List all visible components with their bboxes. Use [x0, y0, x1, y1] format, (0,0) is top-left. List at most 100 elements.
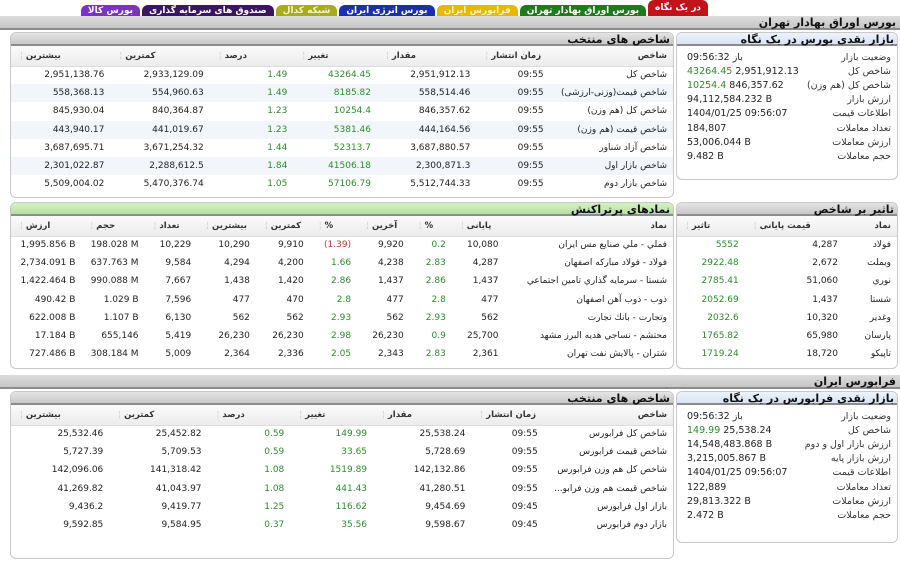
table-row[interactable]: 5552 4,287 فولاد — [677, 236, 897, 254]
row-name[interactable]: شاخص قیمت (هم وزن) — [549, 120, 673, 139]
row-name[interactable]: ذوب - ذوب آهن اصفهان — [576, 294, 667, 305]
column-header[interactable]: کمترین¦ — [109, 405, 208, 426]
column-header[interactable]: شاخص — [543, 405, 673, 426]
tab-4[interactable]: شبکه کدال — [275, 5, 338, 19]
table-row[interactable]: 9,592.85 9,584.95 0.37 35.56 9,598.67 09:45 با… — [11, 516, 673, 534]
tab-6[interactable]: بورس کالا — [80, 5, 140, 19]
row-name[interactable]: فملي - ملي صنايع مس ايران — [558, 240, 667, 251]
cell: 9,910 — [277, 240, 304, 251]
row-name[interactable]: بازار دوم فرابورس — [596, 520, 667, 531]
table-row[interactable]: 490.42 B 1.029 B 7,596 477 470 2.8 477 2.8 477 ذو… — [11, 291, 673, 309]
column-header[interactable]: درصد¦ — [207, 405, 291, 426]
table-row[interactable]: 2,301,022.87 2,288,612.5 1.84 41506.18 2,300… — [11, 156, 673, 176]
column-header[interactable]: نماد — [504, 216, 673, 237]
table-row[interactable]: 1,422.464 B 990.088 M 7,667 1,438 1,420 2.86 1… — [11, 272, 673, 290]
table-row[interactable]: 2052.69 1,437 شستا — [677, 291, 897, 309]
column-header[interactable]: بیشترین¦ — [11, 46, 111, 67]
column-header[interactable]: درصد¦ — [209, 46, 294, 67]
row-name[interactable]: نوري — [872, 276, 891, 287]
column-header[interactable]: تغییر¦ — [290, 405, 374, 426]
tab-3[interactable]: بورس انرژی ایران — [339, 5, 435, 19]
row-name[interactable]: شستا — [869, 294, 891, 305]
table-row[interactable]: 845,930.04 840,364.87 1.23 10254.4 846,357.6… — [11, 102, 673, 120]
tab-2[interactable]: فرابورس ایران — [436, 5, 518, 19]
table-row[interactable]: 5,727.39 5,709.53 0.59 33.65 5,728.69 09:55 شا… — [11, 443, 673, 461]
tab-0[interactable]: در یک نگاه — [648, 0, 708, 17]
column-header[interactable]: بیشترین¦ — [197, 216, 256, 237]
column-header[interactable]: تاثیر¦ — [677, 216, 745, 237]
row-name[interactable]: شاخص قیمت هم وزن فرابو... — [554, 483, 667, 494]
table-row[interactable]: 2,734.091 B 637.763 M 9,584 4,294 4,200 1.66 4… — [11, 254, 673, 272]
row-name[interactable]: شاخص قیمت فرابورس — [579, 447, 667, 458]
row-name[interactable]: فولاد — [872, 240, 891, 251]
column-header[interactable]: %¦ — [409, 216, 452, 237]
ifb-indices-panel: شاخص های منتخب بیشترین¦ کمترین¦ درصد¦ تغییر… — [10, 391, 674, 559]
column-header[interactable]: کمترین¦ — [110, 46, 210, 67]
table-row[interactable]: 2785.41 51,060 نوري — [677, 272, 897, 290]
column-header[interactable]: حجم¦ — [81, 216, 145, 237]
column-header[interactable]: نماد — [844, 216, 897, 237]
table-row[interactable]: 142,096.06 141,318.42 1.08 1519.89 142,132.8… — [11, 461, 673, 479]
row-name[interactable]: شتران - پالايش نفت تهران — [566, 349, 667, 360]
table-row[interactable]: 41,269.82 41,043.97 1.08 441.43 41,280.51 09:… — [11, 480, 673, 498]
column-header[interactable]: آخرین¦ — [357, 216, 410, 237]
row-name[interactable]: محتشم - نساجي هديه البرز مشهد — [539, 331, 667, 342]
tab-5[interactable]: صندوق های سرمایه گذاری — [141, 5, 274, 19]
cell: 1719.24 — [701, 349, 739, 360]
glance-row: ارزش بازار پایه 3,215,005.867 B — [683, 452, 891, 466]
column-header[interactable]: شاخص — [549, 46, 673, 67]
row-name[interactable]: شستا - سرمايه گذاري تامين اجتماعي — [526, 276, 667, 287]
column-header[interactable]: زمان انتشار¦ — [471, 405, 544, 426]
row-name[interactable]: شاخص آزاد شناور — [599, 142, 667, 153]
table-row[interactable]: 443,940.17 441,019.67 1.23 5381.46 444,164.5… — [11, 120, 673, 139]
row-name[interactable]: شاخص قیمت(وزنی-ارزشی) — [549, 84, 673, 103]
row-name[interactable]: فولاد - فولاد مباركه اصفهان — [564, 258, 667, 269]
table-row[interactable]: 17.184 B 655,146 5,419 26,230 26,230 2.98 26,2… — [11, 327, 673, 345]
tab-1[interactable]: بورس اوراق بهادار تهران — [519, 5, 647, 19]
row-name[interactable]: شاخص کل هم وزن فرابورس — [557, 465, 667, 476]
row-name[interactable]: بازار اول فرابورس — [597, 501, 667, 512]
column-header[interactable]: پایانی¦ — [451, 216, 505, 237]
glance-value: 149.99 25,538.24 — [683, 425, 801, 436]
row-name[interactable]: وبملت — [867, 258, 891, 269]
column-header[interactable]: بیشترین¦ — [11, 405, 110, 426]
column-header[interactable]: مقدار¦ — [377, 46, 477, 67]
table-row[interactable]: 25,532.46 25,452.82 0.59 149.99 25,538.24 09:… — [11, 425, 673, 443]
glance-label: شاخص کل — [847, 424, 891, 436]
ifb-indices-title: شاخص های منتخب — [11, 392, 673, 405]
row-name[interactable]: وغدير — [869, 312, 891, 323]
table-row[interactable]: 2,951,138.76 2,933,129.09 1.49 43264.45 2,95… — [11, 66, 673, 84]
table-row[interactable]: 2032.6 10,320 وغدير — [677, 309, 897, 327]
row-name[interactable]: شاخص بازار اول — [549, 156, 673, 176]
column-header[interactable]: تعداد¦ — [144, 216, 198, 237]
table-row[interactable]: 9,436.2 9,419.77 1.25 116.62 9,454.69 09:45 با… — [11, 498, 673, 516]
table-row[interactable]: 1719.24 18,720 تاپیکو — [677, 345, 897, 363]
column-header[interactable]: زمان انتشار¦ — [476, 46, 550, 67]
row-name[interactable]: شاخص بازار دوم — [604, 179, 667, 190]
row-name[interactable]: تاپیکو — [870, 349, 891, 360]
column-header[interactable]: کمترین¦ — [255, 216, 310, 237]
table-row[interactable]: 3,687,695.71 3,671,254.32 1.44 52313.7 3,687… — [11, 139, 673, 157]
row-name[interactable]: شاخص کل — [626, 70, 667, 81]
column-separator: ¦ — [264, 220, 268, 231]
row-name[interactable]: پارسان — [864, 331, 892, 342]
column-header[interactable]: تغییر¦ — [293, 46, 377, 67]
column-header[interactable]: مقدار¦ — [373, 405, 472, 426]
column-header[interactable]: قیمت پایانی¦ — [744, 216, 844, 237]
row-name[interactable]: شاخص کل (هم وزن) — [587, 106, 667, 117]
table-row[interactable]: 558,368.13 554,960.63 1.49 8185.82 558,514.4… — [11, 84, 673, 103]
column-header[interactable]: %¦ — [309, 216, 358, 237]
table-row[interactable]: 727.486 B 308.184 M 5,009 2,364 2,336 2.05 2,3… — [11, 345, 673, 363]
cell: 26,230 — [372, 331, 404, 342]
table-row[interactable]: 2922.48 2,672 وبملت — [677, 254, 897, 272]
row-name[interactable]: وتجارت - بانك تجارت — [587, 312, 667, 323]
column-separator: ¦ — [480, 409, 484, 420]
tse-impact-title: تاثیر بر شاخص — [677, 203, 897, 216]
cell: 2,300,871.3 — [377, 156, 477, 176]
row-name[interactable]: شاخص کل فرابورس — [589, 429, 667, 440]
column-header[interactable]: ارزش¦ — [11, 216, 82, 237]
table-row[interactable]: 5,509,004.02 5,470,376.74 1.05 57106.79 5,51… — [11, 175, 673, 193]
table-row[interactable]: 622.008 B 1.107 B 6,130 562 562 2.93 562 2.93 56… — [11, 309, 673, 327]
table-row[interactable]: 1765.82 65,980 پارسان — [677, 327, 897, 345]
table-row[interactable]: 1,995.856 B 198.028 M 10,229 10,290 9,910 (1.… — [11, 236, 673, 254]
